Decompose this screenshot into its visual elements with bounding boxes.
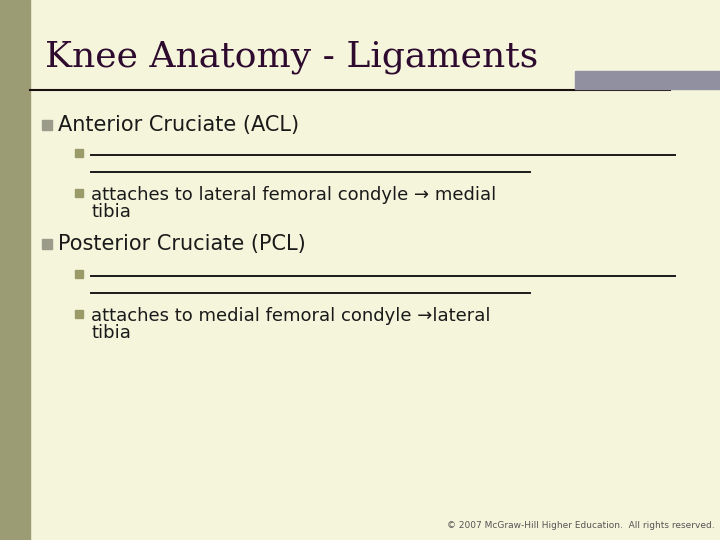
Text: tibia: tibia — [91, 203, 131, 221]
Bar — [75, 310, 83, 318]
Bar — [75, 189, 83, 197]
Text: attaches to lateral femoral condyle → medial: attaches to lateral femoral condyle → me… — [91, 186, 496, 204]
Text: © 2007 McGraw-Hill Higher Education.  All rights reserved.: © 2007 McGraw-Hill Higher Education. All… — [447, 521, 715, 530]
Text: Knee Anatomy - Ligaments: Knee Anatomy - Ligaments — [45, 40, 539, 74]
Bar — [42, 120, 52, 130]
Text: tibia: tibia — [91, 324, 131, 342]
Text: Posterior Cruciate (PCL): Posterior Cruciate (PCL) — [58, 234, 306, 254]
Bar — [75, 270, 83, 278]
Text: attaches to medial femoral condyle →lateral: attaches to medial femoral condyle →late… — [91, 307, 490, 325]
Bar — [42, 239, 52, 249]
Bar — [75, 149, 83, 157]
Bar — [0, 0, 30, 540]
Text: Anterior Cruciate (ACL): Anterior Cruciate (ACL) — [58, 115, 299, 135]
Bar — [575, 71, 720, 89]
